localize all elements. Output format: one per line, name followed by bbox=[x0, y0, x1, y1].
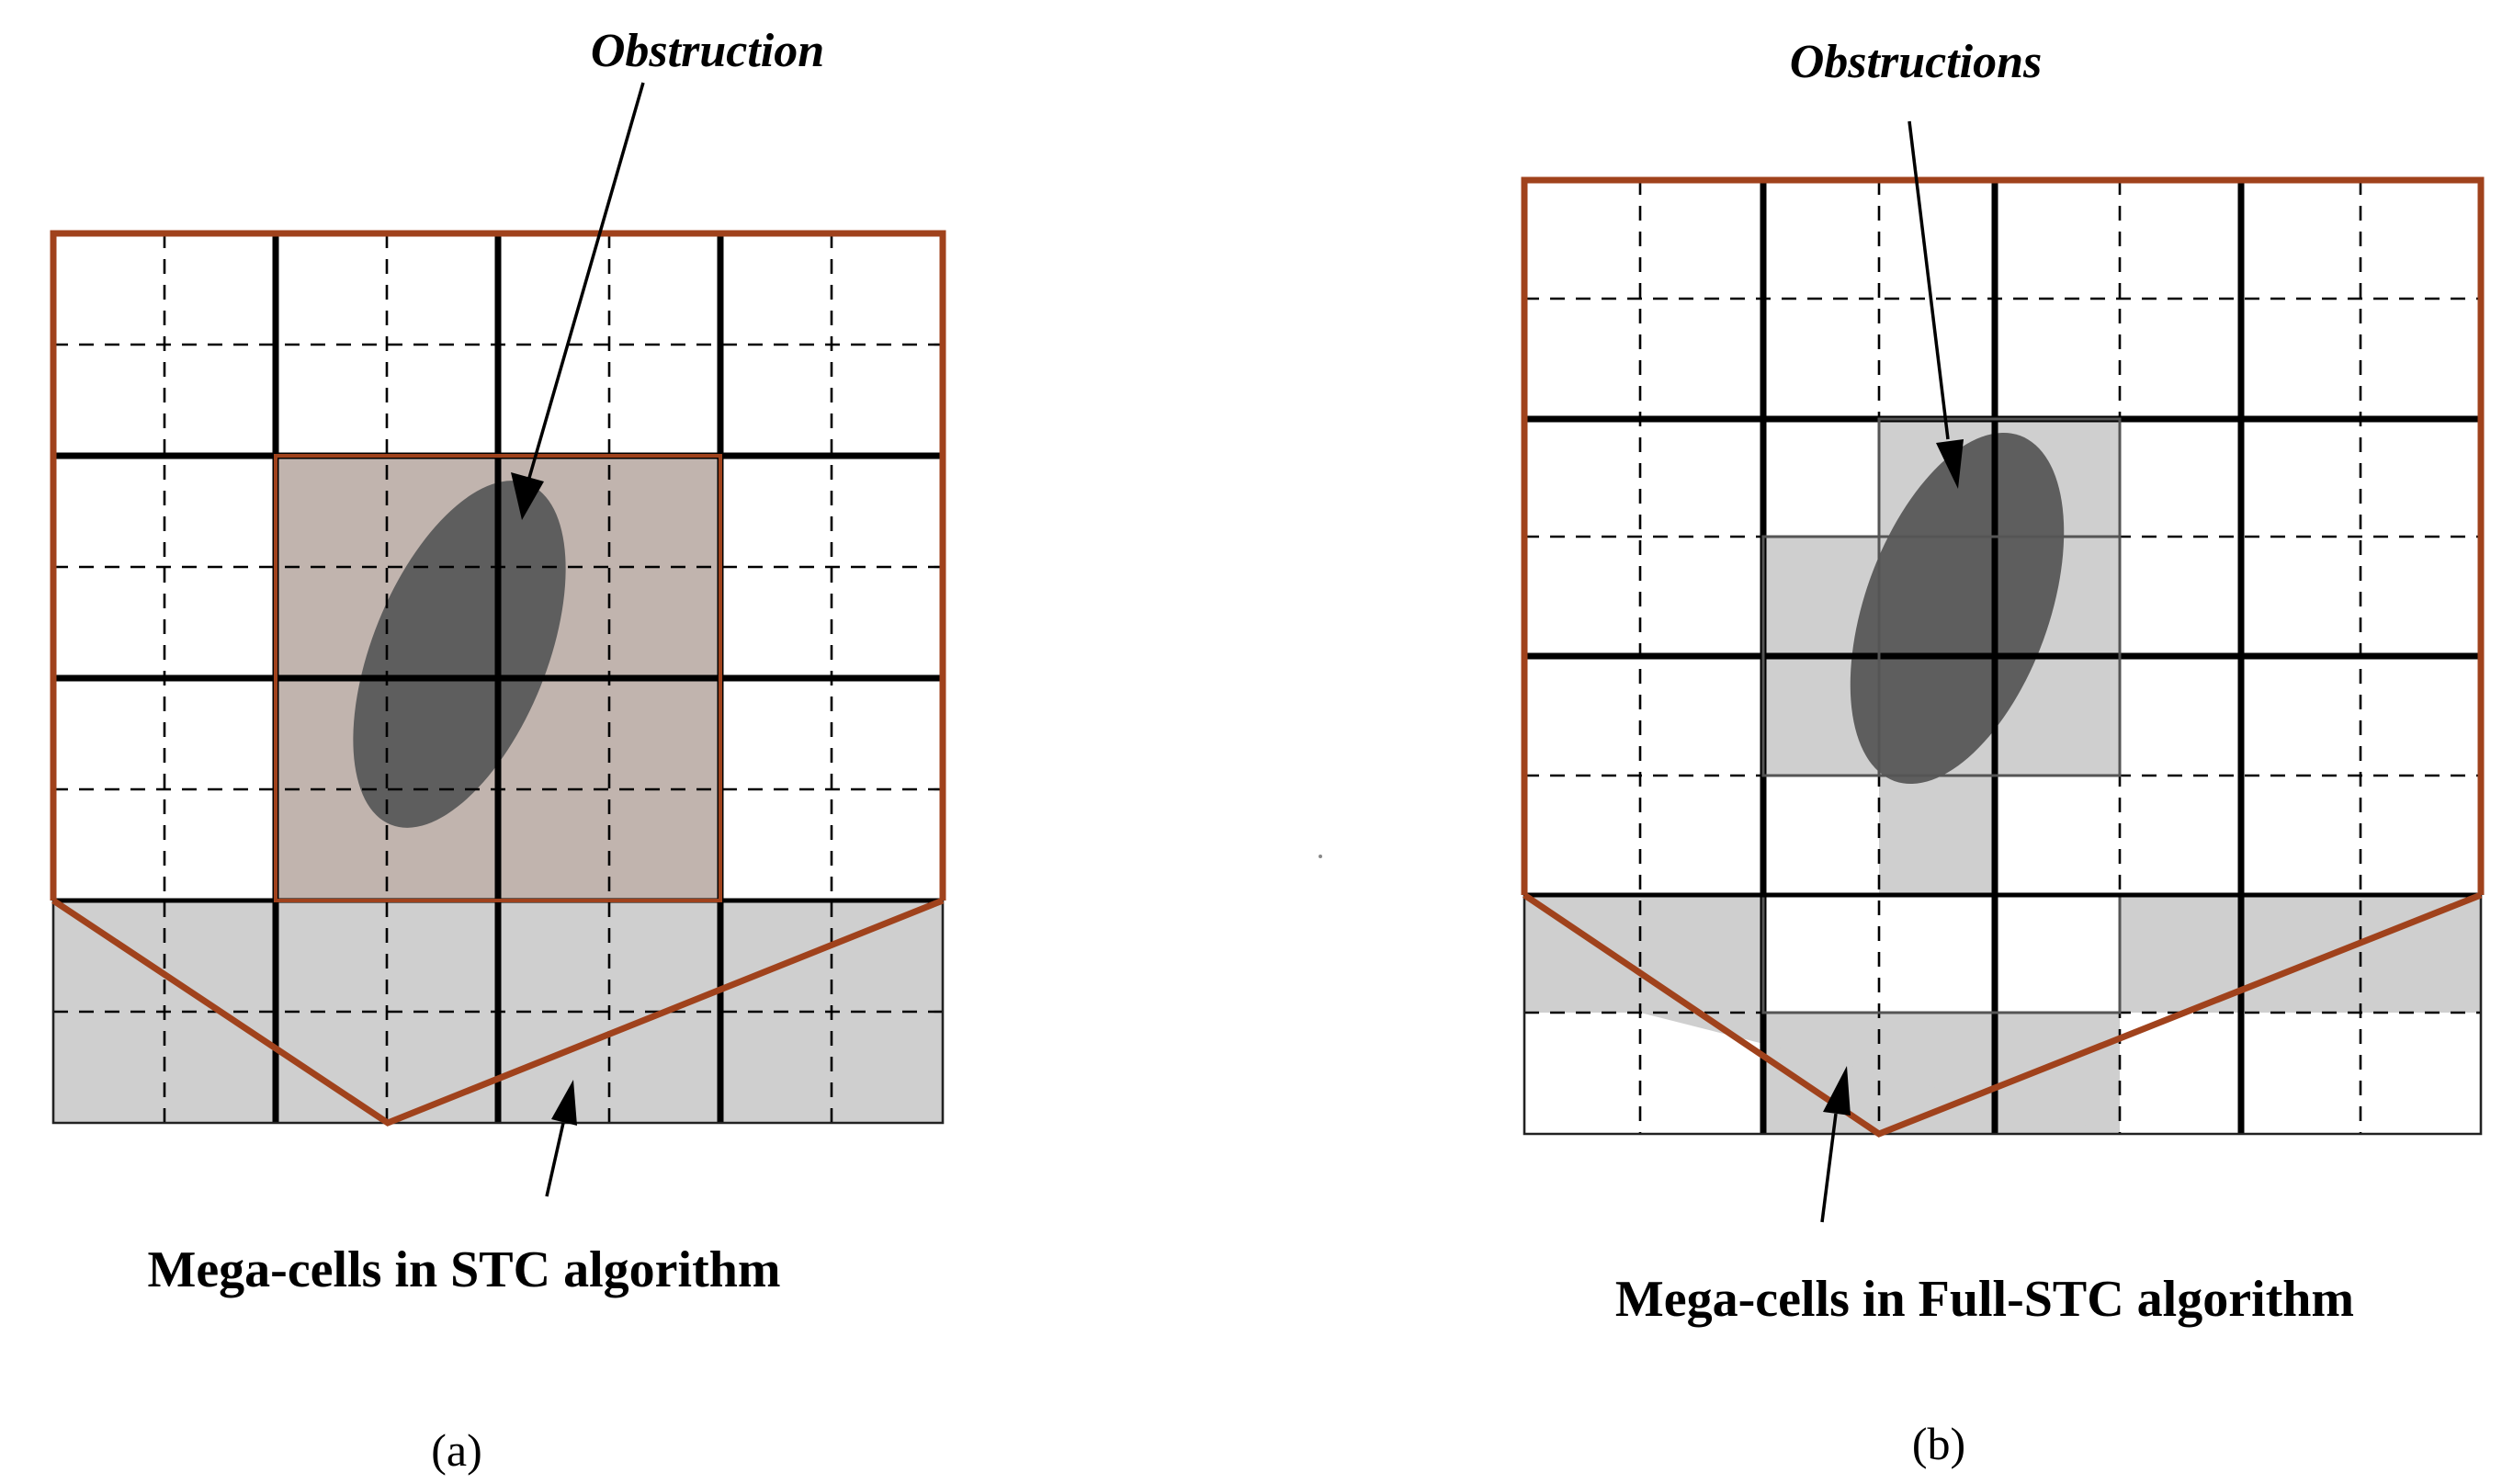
panel-a-megacell-arrow bbox=[545, 1080, 577, 1197]
megacell-label-a: Mega-cells in STC algorithm bbox=[147, 1241, 780, 1298]
panel-b: Obstructions Mega-cells in Full-STC algo… bbox=[1521, 36, 2485, 1469]
panel-b-caption: (b) bbox=[1912, 1418, 1965, 1469]
panel-a: Obstruction Mega-cells in STC algorithm … bbox=[50, 25, 946, 1476]
panel-a-caption: (a) bbox=[431, 1424, 482, 1476]
obstructions-label-b: Obstructions bbox=[1790, 36, 2043, 88]
obstructions-ellipse bbox=[1850, 432, 2065, 785]
panel-a-v-boundary bbox=[51, 897, 945, 1127]
panel-b-outer-frame bbox=[1521, 176, 2485, 895]
obstruction-ellipse bbox=[353, 481, 566, 828]
panel-b-megacell-arrow bbox=[1820, 1066, 1851, 1223]
panel-b-borders bbox=[1521, 176, 2485, 1138]
megacell-label-b: Mega-cells in Full-STC algorithm bbox=[1615, 1271, 2354, 1328]
panel-a-borders bbox=[50, 230, 946, 1127]
panel-a-obstruction-arrow bbox=[511, 82, 645, 520]
panel-b-obstructions-arrow bbox=[1908, 120, 1964, 489]
panel-b-v-boundary bbox=[1523, 891, 2483, 1138]
obstruction-label-a: Obstruction bbox=[591, 25, 824, 77]
panel-a-outer-frame bbox=[50, 230, 946, 901]
stray-dot bbox=[1319, 855, 1322, 858]
